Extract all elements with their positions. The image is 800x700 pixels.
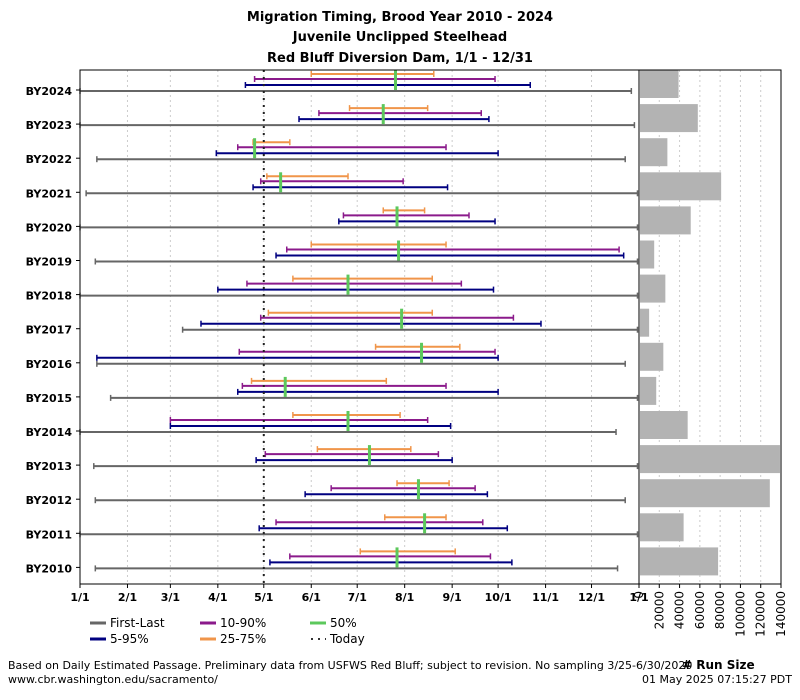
run-size-bar: [640, 172, 722, 201]
x-tick-label: 5/1: [254, 591, 273, 604]
run-size-bar: [640, 376, 657, 405]
run-size-bar: [640, 104, 698, 133]
legend-item-p10-90: 10-90%: [200, 616, 266, 630]
x-tick-label: 12/1: [578, 591, 605, 604]
chart-title-line-2: Juvenile Unclipped Steelhead: [292, 30, 507, 45]
runsize-bars: [640, 70, 780, 576]
year-row-by2023: [79, 104, 636, 129]
runsize-tick-label: 140000: [774, 591, 788, 637]
run-size-bar: [640, 513, 684, 542]
runsize-tick-label: 40000: [673, 591, 687, 629]
legend-item-p5-95: 5-95%: [90, 632, 149, 646]
row-label: BY2012: [26, 494, 72, 507]
legend-label: Today: [329, 632, 365, 646]
runsize-axis-ticks: 0 20000 40000 60000 80000 100000 120000 140000: [632, 584, 788, 637]
year-row-by2024: [79, 70, 633, 94]
runsize-tick-label: 80000: [713, 591, 727, 629]
row-label: BY2024: [26, 85, 73, 98]
row-label: BY2019: [26, 256, 72, 269]
footer-url: www.cbr.washington.edu/sacramento/: [8, 673, 218, 686]
runsize-tick-label: 0: [632, 591, 646, 599]
run-size-bar: [640, 445, 780, 474]
run-size-bar: [640, 342, 664, 371]
run-size-bar: [640, 274, 666, 303]
runsize-plot-frame: [638, 69, 782, 585]
row-label: BY2023: [26, 119, 72, 132]
run-size-bar: [640, 411, 688, 439]
footer-timestamp: 01 May 2025 07:15:27 PDT: [642, 673, 792, 686]
runsize-tick-label: 20000: [652, 591, 666, 629]
legend-label: First-Last: [110, 616, 165, 630]
year-row-by2020: [79, 206, 639, 231]
row-label: BY2016: [26, 358, 73, 371]
row-label: BY2011: [26, 528, 72, 541]
legend-label: 5-95%: [110, 632, 149, 646]
x-tick-label: 7/1: [348, 591, 367, 604]
chart-title-line-3: Red Bluff Diversion Dam, 1/1 - 12/31: [267, 51, 533, 66]
row-labels: BY2024 BY2023 BY2022 BY2021 BY2020 BY2019 BY20…: [26, 85, 80, 575]
year-row-by2014: [79, 411, 617, 435]
row-label: BY2014: [26, 426, 73, 439]
runsize-tick-label: 60000: [693, 591, 707, 629]
row-label: BY2022: [26, 153, 72, 166]
run-size-bar: [640, 240, 655, 269]
year-row-by2017: [181, 308, 639, 333]
year-row-by2022: [96, 138, 626, 163]
legend-item-today: Today: [311, 632, 365, 646]
year-row-by2021: [85, 172, 639, 197]
x-tick-label: 1/1: [70, 591, 89, 604]
year-row-by2019: [94, 240, 639, 265]
year-row-by2015: [109, 376, 639, 401]
x-tick-label: 6/1: [302, 591, 321, 604]
legend-label: 25-75%: [220, 632, 266, 646]
runsize-axis-label: # Run Size: [682, 658, 755, 672]
run-size-bar: [640, 70, 679, 98]
x-tick-label: 3/1: [161, 591, 180, 604]
run-size-bar: [640, 206, 691, 235]
year-row-by2013: [93, 445, 639, 470]
legend-item-first-last: First-Last: [90, 616, 165, 630]
runsize-tick-label: 100000: [733, 591, 747, 637]
x-axis-ticks: 1/1 2/1 3/1 4/1 5/1 6/1 7/1 8/1 9/1 10/1 11/1 12/1 1…: [70, 584, 649, 604]
x-tick-label: 9/1: [442, 591, 461, 604]
run-size-bar: [640, 138, 668, 167]
year-row-by2018: [79, 274, 639, 299]
year-row-by2016: [96, 342, 626, 367]
legend-item-p25-75: 25-75%: [200, 632, 266, 646]
row-label: BY2010: [26, 562, 73, 575]
legend-label: 50%: [330, 616, 357, 630]
legend: First-Last 5-95% 10-90% 25-75% 50% Today: [90, 616, 365, 646]
legend-item-p50: 50%: [310, 616, 357, 630]
year-row-by2010: [94, 547, 619, 572]
row-label: BY2020: [26, 221, 73, 234]
row-label: BY2015: [26, 392, 72, 405]
x-tick-label: 10/1: [485, 591, 512, 604]
chart-title: Migration Timing, Brood Year 2010 - 2024…: [247, 10, 553, 66]
runsize-grid: [658, 70, 762, 584]
run-size-bar: [640, 479, 770, 508]
year-row-by2012: [94, 479, 626, 504]
x-tick-label: 11/1: [532, 591, 559, 604]
runsize-tick-label: 120000: [754, 591, 768, 637]
legend-label: 10-90%: [220, 616, 266, 630]
run-size-bar: [640, 547, 719, 576]
row-label: BY2018: [26, 290, 72, 303]
row-label: BY2017: [26, 324, 72, 337]
x-tick-label: 4/1: [208, 591, 227, 604]
footer-note: Based on Daily Estimated Passage. Prelim…: [8, 659, 692, 672]
row-label: BY2021: [26, 187, 72, 200]
x-tick-label: 8/1: [395, 591, 414, 604]
year-rows: [79, 70, 639, 572]
row-label: BY2013: [26, 460, 72, 473]
run-size-bar: [640, 308, 650, 337]
x-tick-label: 2/1: [118, 591, 137, 604]
x-tick-label: 1/1: [629, 591, 648, 604]
year-row-by2011: [79, 513, 639, 538]
chart-title-line-1: Migration Timing, Brood Year 2010 - 2024: [247, 10, 553, 25]
